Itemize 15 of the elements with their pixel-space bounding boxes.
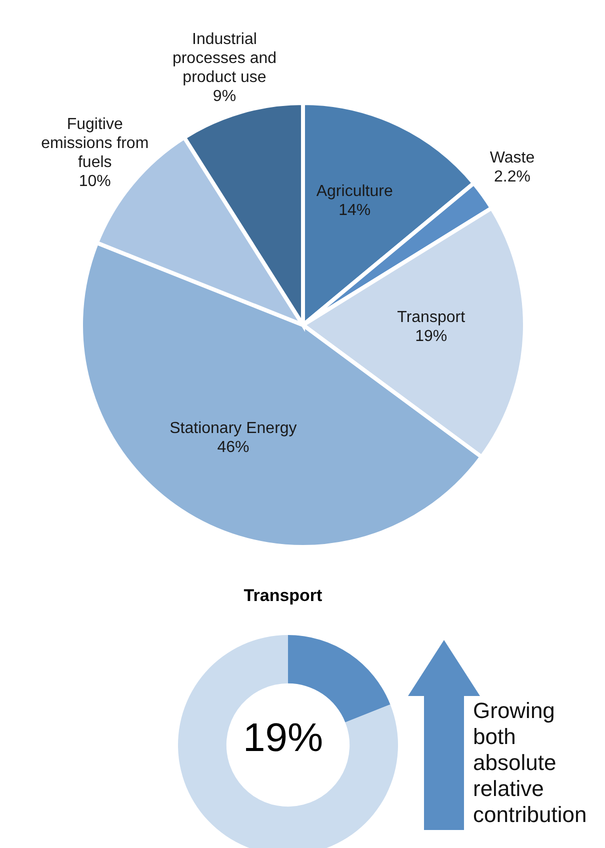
- data-label: 2.2%: [494, 168, 530, 186]
- data-label: 14%: [338, 202, 371, 219]
- data-label: 9%: [212, 88, 236, 105]
- slice-label: Industrial processes and product use: [172, 30, 277, 86]
- data-label: 10%: [78, 172, 111, 190]
- slice-label: Fugitive emissions from fuels: [41, 116, 149, 171]
- slice-label: Stationary Energy: [170, 420, 297, 437]
- data-label: 19%: [415, 328, 448, 345]
- slice-label: Agriculture: [316, 182, 393, 200]
- text: Growing both absolute relative contribution: [473, 698, 588, 828]
- chart-title: Transport: [242, 586, 324, 606]
- slice-label: Waste: [490, 149, 535, 166]
- text: 19%: [242, 715, 324, 762]
- slice-label: Transport: [397, 308, 466, 326]
- data-label: 46%: [217, 438, 250, 456]
